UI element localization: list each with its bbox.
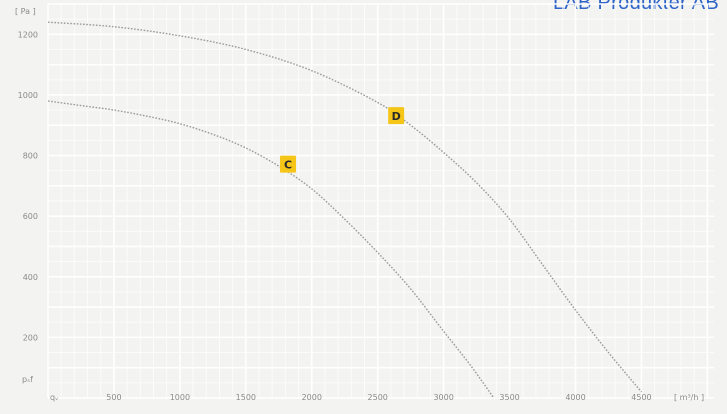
- x-tick-label: 500: [106, 393, 121, 402]
- axes: [ Pa ] [ m³/h ] qᵥ pₛf: [15, 7, 704, 402]
- y-tick-label: 400: [23, 273, 38, 282]
- x-tick-labels: 500 1000 1500 2000 2500 3000 3500 4000 4500: [106, 393, 651, 402]
- x-tick-label: 3500: [499, 393, 519, 402]
- y-unit-label: [ Pa ]: [15, 7, 36, 16]
- x-tick-label: 4500: [631, 393, 651, 402]
- grid: [47, 3, 714, 399]
- x-tick-label: 2500: [368, 393, 388, 402]
- curve-c: [47, 100, 495, 399]
- y-tick-label: 200: [23, 333, 38, 342]
- curves: [47, 21, 643, 399]
- y-tick-label: 1000: [18, 91, 38, 100]
- y-tick-label: 800: [23, 152, 38, 161]
- x-tick-label: 3000: [433, 393, 453, 402]
- curve-labels: CD: [280, 107, 405, 173]
- x-origin-label: qᵥ: [50, 393, 58, 402]
- y-tick-labels: 200 400 600 800 1000 1200: [18, 30, 38, 342]
- curve-d-tag: [388, 107, 405, 125]
- y-tick-label: 600: [23, 212, 38, 221]
- y-origin-label: pₛf: [22, 375, 33, 384]
- x-tick-label: 4000: [565, 393, 585, 402]
- curve-c-tag: [280, 155, 297, 173]
- curve-d: [47, 21, 643, 393]
- curve-d-tag-label: D: [392, 110, 401, 123]
- x-unit-label: [ m³/h ]: [674, 393, 704, 402]
- x-tick-label: 2000: [302, 393, 322, 402]
- x-tick-label: 1500: [236, 393, 256, 402]
- x-tick-label: 1000: [170, 393, 190, 402]
- curve-c-tag-label: C: [284, 159, 292, 172]
- y-tick-label: 1200: [18, 30, 38, 39]
